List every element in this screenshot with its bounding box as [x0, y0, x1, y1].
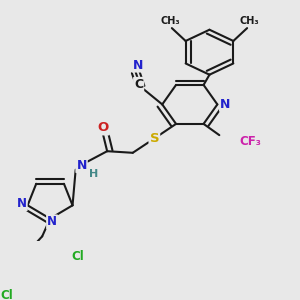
Text: N: N: [17, 197, 27, 210]
Text: O: O: [98, 122, 109, 134]
Text: CH₃: CH₃: [239, 16, 259, 26]
Text: CF₃: CF₃: [239, 135, 261, 148]
Text: N: N: [133, 58, 143, 72]
Text: N: N: [220, 98, 230, 111]
Text: N: N: [47, 215, 57, 228]
Text: H: H: [89, 169, 98, 179]
Text: N: N: [76, 159, 87, 172]
Text: CH₃: CH₃: [160, 16, 180, 26]
Text: S: S: [150, 132, 159, 145]
Text: Cl: Cl: [0, 289, 13, 300]
Text: C: C: [134, 78, 143, 91]
Text: Cl: Cl: [71, 250, 84, 263]
